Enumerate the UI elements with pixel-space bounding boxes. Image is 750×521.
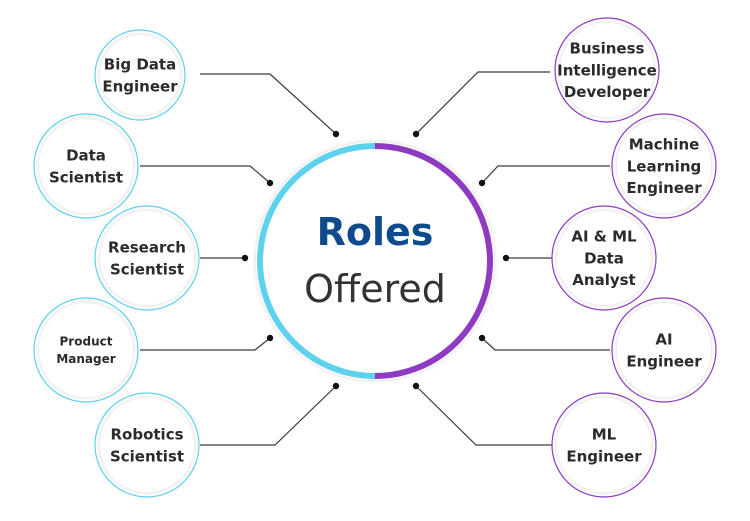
role-label-ml-engineer-line-1: ML xyxy=(592,426,617,444)
role-label-big-data-engineer-line-1: Big Data xyxy=(104,56,176,74)
connector-dot-robotics-scientist xyxy=(332,382,340,390)
role-node-ml-engineer: ML Engineer xyxy=(551,392,657,498)
role-label-robotics-scientist-line-2: Scientist xyxy=(110,447,184,465)
role-node-ai-engineer: AI Engineer xyxy=(611,297,717,403)
connector-big-data-engineer xyxy=(200,73,337,135)
role-label-ml-engineer-line-2: Engineer xyxy=(566,447,642,465)
connector-robotics-scientist xyxy=(200,385,337,446)
role-label-robotics-scientist-line-1: Robotics xyxy=(110,426,183,444)
role-disc-data-scientist xyxy=(39,119,133,213)
role-label-ai-and-ml-data-analyst-line-3: Analyst xyxy=(572,271,635,289)
role-disc-ai-and-ml-data-analyst xyxy=(557,211,651,305)
connector-lines xyxy=(140,71,610,446)
role-label-product-manager-line-1: Product xyxy=(60,335,113,349)
role-label-machine-learning-engineer-line-1: Machine xyxy=(629,136,700,154)
role-disc-product-manager xyxy=(39,303,133,397)
role-label-big-data-engineer-line-2: Engineer xyxy=(102,77,178,95)
role-label-business-intelligence-developer-line-2: Intelligence xyxy=(557,61,657,79)
role-label-data-scientist-line-2: Scientist xyxy=(49,168,123,186)
connector-business-intelligence-developer xyxy=(415,71,550,135)
role-disc-big-data-engineer xyxy=(100,35,180,115)
role-label-ai-and-ml-data-analyst-line-2: Data xyxy=(584,249,624,267)
connector-dot-ai-engineer xyxy=(478,334,486,342)
role-label-data-scientist-line-1: Data xyxy=(66,147,106,165)
role-disc-machine-learning-engineer xyxy=(617,119,711,213)
role-nodes: Big Data Engineer Data Scientist Research Sci… xyxy=(33,17,717,498)
role-label-research-scientist-line-1: Research xyxy=(108,239,186,257)
center-hub: Roles Offered xyxy=(256,142,494,380)
role-disc-research-scientist xyxy=(100,211,194,305)
role-disc-ml-engineer xyxy=(557,398,651,492)
role-label-machine-learning-engineer-line-3: Engineer xyxy=(626,179,702,197)
role-node-product-manager: Product Manager xyxy=(33,297,139,403)
connector-product-manager xyxy=(140,337,271,351)
connector-dot-machine-learning-engineer xyxy=(478,179,486,187)
role-label-business-intelligence-developer-line-3: Developer xyxy=(564,83,651,101)
role-disc-ai-engineer xyxy=(617,303,711,397)
role-node-business-intelligence-developer: Business Intelligence Developer xyxy=(554,17,660,123)
role-disc-business-intelligence-developer xyxy=(560,23,654,117)
role-node-big-data-engineer: Big Data Engineer xyxy=(94,29,186,121)
connector-dot-data-scientist xyxy=(266,179,274,187)
role-label-ai-engineer-line-2: Engineer xyxy=(626,352,702,370)
role-disc-robotics-scientist xyxy=(100,398,194,492)
center-ring-left xyxy=(257,143,376,379)
connector-dot-big-data-engineer xyxy=(332,130,340,138)
connector-dot-product-manager xyxy=(266,334,274,342)
connector-ai-engineer xyxy=(481,337,610,351)
connector-ml-engineer xyxy=(415,385,552,446)
connector-dot-business-intelligence-developer xyxy=(412,130,420,138)
connector-machine-learning-engineer xyxy=(481,165,610,184)
connector-dot-research-scientist xyxy=(241,254,249,262)
connector-dot-ml-engineer xyxy=(412,382,420,390)
role-label-research-scientist-line-2: Scientist xyxy=(110,260,184,278)
role-node-data-scientist: Data Scientist xyxy=(33,113,139,219)
role-label-ai-and-ml-data-analyst-line-1: AI & ML xyxy=(571,228,637,246)
center-ring-right xyxy=(374,143,493,379)
role-label-product-manager-line-2: Manager xyxy=(56,352,115,366)
connector-data-scientist xyxy=(140,165,271,184)
role-label-ai-engineer-line-1: AI xyxy=(655,331,672,349)
role-node-machine-learning-engineer: Machine Learning Engineer xyxy=(611,113,717,219)
center-subtitle: Offered xyxy=(304,267,446,311)
role-label-machine-learning-engineer-line-2: Learning xyxy=(627,157,702,175)
role-label-business-intelligence-developer-line-1: Business xyxy=(570,40,645,58)
center-title: Roles xyxy=(317,210,434,254)
role-node-ai-and-ml-data-analyst: AI & ML Data Analyst xyxy=(551,205,657,311)
role-node-research-scientist: Research Scientist xyxy=(94,205,200,311)
role-node-robotics-scientist: Robotics Scientist xyxy=(94,392,200,498)
connector-dot-ai-and-ml-data-analyst xyxy=(502,254,510,262)
